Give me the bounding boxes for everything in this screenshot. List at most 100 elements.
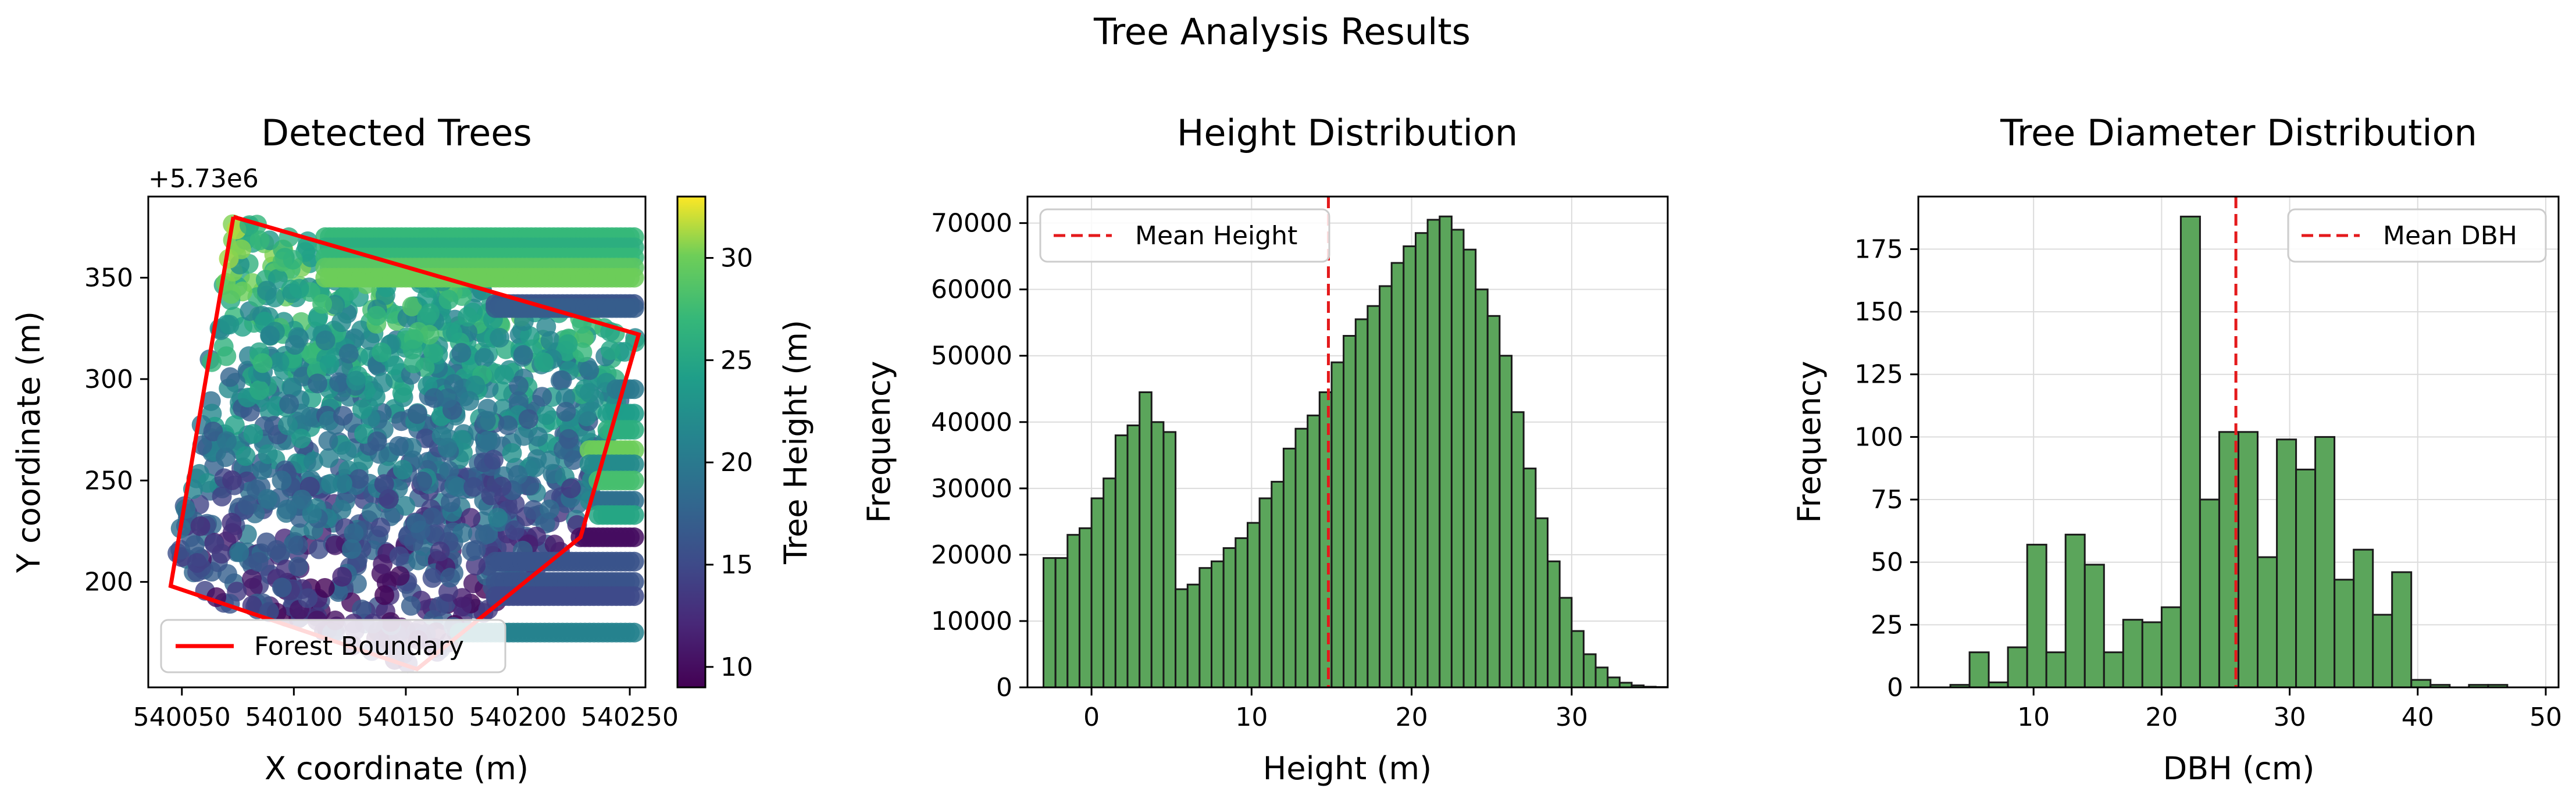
tree-point — [458, 306, 478, 327]
tree-point — [523, 500, 544, 520]
tree-point — [344, 523, 364, 543]
tree-point — [572, 342, 593, 362]
height-bar — [1139, 391, 1153, 689]
tree-point — [220, 367, 240, 387]
dbh-y-ticks: 0 25 50 75 100 125 150 175 — [1854, 234, 1918, 702]
height-bar — [1367, 305, 1380, 689]
tree-point — [315, 578, 335, 598]
tree-point — [216, 346, 237, 366]
colorbar-tick-label: 10 — [720, 652, 753, 682]
tree-point — [406, 513, 426, 533]
height-bar — [1103, 477, 1116, 689]
tree-row-point — [624, 420, 644, 440]
tree-point — [388, 436, 409, 456]
tree-point — [374, 474, 394, 494]
tree-point — [442, 322, 462, 343]
tree-row-point — [624, 470, 644, 491]
tree-point — [505, 520, 525, 540]
scatter-y-axis-label: Y coordinate (m) — [10, 311, 47, 573]
tree-point — [185, 535, 205, 555]
tree-point — [579, 383, 600, 403]
tree-point — [407, 404, 427, 424]
scatter-y-tick-label: 250 — [84, 466, 133, 495]
dbh-bar — [2257, 556, 2278, 689]
scatter-y-tick-label: 350 — [84, 263, 133, 293]
tree-point — [528, 427, 548, 447]
height-y-tick-label: 40000 — [931, 408, 1012, 437]
height-bar — [1535, 517, 1549, 689]
tree-point — [302, 504, 322, 524]
tree-point — [331, 500, 352, 520]
tree-point — [329, 372, 349, 393]
tree-point — [374, 585, 394, 605]
height-legend: Mean Height — [1039, 208, 1330, 263]
height-bar — [1043, 557, 1057, 689]
scatter-legend-box — [160, 619, 506, 673]
mean-height-legend-label: Mean Height — [1135, 221, 1297, 251]
dbh-title: Tree Diameter Distribution — [2000, 112, 2477, 154]
figure-title: Tree Analysis Results — [1093, 10, 1471, 53]
tree-row-point — [624, 551, 644, 572]
height-bar — [1258, 497, 1273, 689]
tree-point — [257, 280, 277, 301]
tree-point — [285, 335, 305, 355]
dbh-y-tick-label: 0 — [1887, 673, 1903, 702]
tree-point — [422, 568, 443, 588]
height-title: Height Distribution — [1177, 112, 1518, 154]
height-bar — [1079, 527, 1093, 689]
scatter-y-ticks: 200 250 300 350 — [84, 263, 148, 597]
scatter-offset-label: +5.73e6 — [148, 164, 259, 194]
tree-point — [525, 457, 545, 477]
colorbar-ticks: 10 15 20 25 30 — [705, 244, 753, 682]
height-bar — [1379, 285, 1393, 689]
dbh-y-axis-label: Frequency — [1791, 361, 1828, 523]
height-bar — [1211, 560, 1225, 689]
tree-point — [219, 315, 240, 335]
tree-point — [465, 375, 486, 395]
height-bar — [1054, 557, 1069, 689]
colorbar-gradient — [676, 195, 707, 689]
height-y-tick-label: 70000 — [931, 209, 1012, 238]
height-axes-frame — [1026, 195, 1669, 689]
tree-point — [509, 376, 529, 396]
tree-point — [558, 334, 578, 354]
height-bar — [1415, 232, 1429, 689]
dbh-bar — [2410, 679, 2432, 689]
tree-point — [243, 424, 263, 444]
dbh-y-tick-label: 175 — [1854, 234, 1903, 264]
tree-point — [463, 477, 484, 497]
colorbar-label: Tree Height (m) — [777, 320, 814, 565]
tree-point — [461, 508, 481, 528]
forest-boundary-legend-label: Forest Boundary — [254, 632, 464, 661]
tree-point — [552, 370, 572, 390]
height-y-tick-label: 0 — [996, 673, 1012, 702]
height-y-tick-label: 10000 — [931, 607, 1012, 636]
dbh-bar — [1968, 651, 1990, 689]
dbh-bar — [2276, 438, 2297, 689]
tree-row-point — [624, 586, 644, 607]
tree-point — [430, 541, 450, 562]
tree-point — [437, 388, 458, 408]
dbh-bar — [2353, 548, 2374, 689]
tree-row-point — [624, 454, 644, 475]
dbh-bar — [2141, 621, 2163, 689]
tree-point — [544, 534, 565, 555]
tree-point — [408, 550, 429, 570]
tree-point — [423, 343, 444, 363]
tree-point — [315, 330, 336, 351]
tree-point — [509, 391, 529, 411]
tree-point — [333, 406, 353, 426]
tree-point — [448, 477, 468, 497]
dbh-y-tick-label: 25 — [1871, 610, 1903, 640]
tree-point — [258, 488, 278, 509]
tree-point — [367, 431, 387, 451]
tree-point — [558, 429, 579, 449]
scatter-x-tick-label: 540250 — [581, 702, 679, 732]
dbh-bar — [2238, 431, 2259, 689]
height-bar — [1307, 414, 1321, 689]
tree-point — [319, 448, 339, 468]
height-bar — [1486, 315, 1501, 689]
height-bar — [1594, 666, 1609, 689]
tree-point — [419, 324, 440, 345]
height-bar — [1547, 560, 1561, 689]
